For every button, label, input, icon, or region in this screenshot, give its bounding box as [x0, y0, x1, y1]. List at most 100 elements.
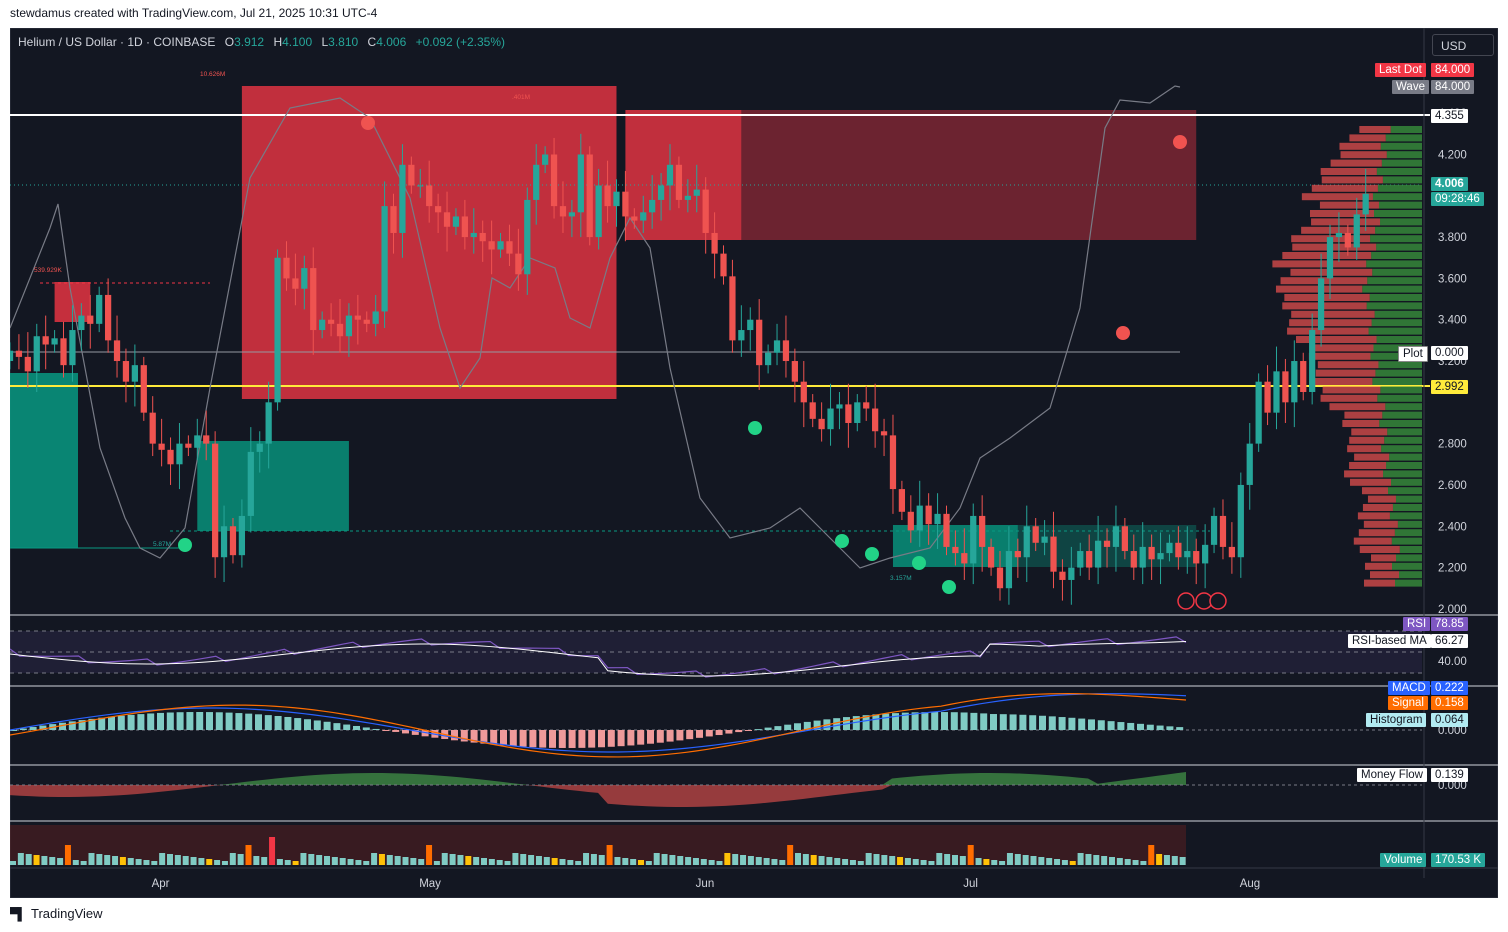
volume-bar	[520, 854, 527, 865]
rsi-value: 78.85	[1431, 617, 1468, 631]
candle-body	[1202, 544, 1209, 564]
candle-body	[880, 431, 888, 436]
volume-bar	[316, 855, 323, 865]
candle-body	[782, 340, 790, 362]
time-tick-label: Apr	[152, 878, 170, 890]
volume-profile-bar-up	[1395, 579, 1422, 587]
candle-body	[1219, 515, 1227, 547]
chart-area[interactable]: 10.626M .401M 539.929K 5.87M 3.157M 40.00 0.0…	[10, 28, 1498, 898]
volume-bar	[151, 861, 158, 865]
volume-profile-bar-up	[1384, 436, 1422, 444]
candle-body	[952, 546, 959, 554]
volume-bar	[88, 853, 95, 865]
money-flow-negative-area	[10, 785, 1186, 807]
volume-profile-bar-down	[1358, 529, 1395, 537]
candle-body	[657, 185, 665, 200]
volume-profile-bar-up	[1385, 403, 1422, 411]
volume-bar	[339, 858, 346, 865]
macd-histogram-bar	[480, 730, 488, 744]
volume-profile-bar-up	[1377, 184, 1422, 192]
candle-body	[354, 315, 361, 320]
macd-histogram-bar	[323, 721, 331, 730]
macd-histogram-bar	[411, 730, 419, 735]
candle-body	[675, 164, 683, 200]
candle-body	[372, 311, 379, 324]
volume-profile-bar-down	[1313, 378, 1373, 385]
candle-body	[185, 443, 192, 448]
volume-bar	[653, 853, 660, 865]
plot-value: 0.000	[1431, 346, 1468, 360]
high-value: 4.100	[282, 35, 313, 49]
volume-annotation: .401M	[512, 94, 530, 101]
candle-body	[1210, 515, 1218, 545]
macd-histogram-bar	[784, 724, 792, 730]
macd-histogram-bar	[1068, 717, 1076, 730]
candle-body	[1335, 232, 1343, 238]
candle-body	[1077, 551, 1084, 568]
volume-bar	[410, 858, 417, 865]
volume-bar	[441, 853, 448, 865]
volume-profile-bar-up	[1391, 478, 1422, 486]
macd-zero-label: 0.000	[1438, 725, 1467, 737]
volume-bar	[983, 859, 990, 865]
volume-profile-bar-up	[1372, 378, 1422, 385]
candle-body	[711, 232, 718, 254]
macd-histogram-bar	[372, 728, 380, 730]
macd-histogram-bar	[127, 714, 135, 730]
macd-histogram-bar	[137, 714, 145, 730]
candle-body	[515, 253, 522, 275]
time-tick-label: May	[419, 878, 441, 890]
candle-body	[1344, 232, 1351, 248]
macd-histogram-bar	[862, 715, 870, 730]
volume-profile-bar-down	[1272, 260, 1367, 268]
volume-bar	[104, 855, 111, 865]
macd-histogram-bar	[1088, 719, 1095, 730]
low-value: 3.810	[328, 35, 359, 49]
macd-histogram-bar	[284, 716, 292, 730]
symbol-legend[interactable]: Helium / US Dollar · 1D · COINBASE O3.91…	[18, 35, 505, 49]
volume-bar	[638, 860, 644, 865]
volume-bar	[221, 861, 228, 865]
volume-bar	[920, 860, 927, 865]
price-tick-label: 2.600	[1438, 480, 1467, 492]
volume-profile-bar-up	[1369, 294, 1422, 301]
volume-annotation: 10.626M	[200, 71, 225, 78]
macd-histogram-bar	[990, 714, 997, 730]
candle-body	[818, 418, 825, 430]
volume-profile-bar-up	[1380, 142, 1422, 150]
volume-profile-bar-up	[1368, 327, 1422, 335]
candle-body	[336, 323, 344, 337]
tradingview-brand[interactable]: ▀▌ TradingView	[10, 906, 103, 921]
macd-histogram-bar	[10, 730, 17, 731]
candle-body	[256, 443, 263, 452]
volume-profile-bar-up	[1370, 235, 1422, 243]
volume-profile-bar-up	[1392, 562, 1422, 570]
volume-bar	[685, 857, 692, 865]
volume-bar	[849, 860, 856, 865]
volume-bar	[904, 858, 911, 865]
volume-profile-bar-up	[1380, 386, 1422, 394]
candle-body	[470, 232, 477, 238]
volume-bar	[96, 854, 103, 865]
open-label: O	[224, 35, 235, 49]
volume-profile-bar-down	[1310, 344, 1374, 352]
volume-bar	[826, 857, 833, 865]
volume-profile-bar-down	[1284, 294, 1370, 301]
price-tick-label: 3.800	[1438, 232, 1467, 244]
macd-histogram-bar	[1078, 718, 1086, 730]
macd-histogram-bar	[500, 730, 507, 746]
currency-button[interactable]: USD	[1432, 34, 1494, 56]
volume-bar	[630, 859, 637, 865]
volume-profile-bar-up	[1376, 168, 1422, 175]
candle-body	[1175, 542, 1182, 558]
volume-profile-bar-up	[1366, 302, 1422, 310]
volume-profile-bar-down	[1344, 470, 1384, 478]
macd-histogram-bar	[1156, 725, 1164, 730]
volume-profile-bar-up	[1386, 462, 1422, 469]
macd-histogram-bar	[950, 712, 958, 730]
candle-body	[176, 443, 183, 465]
candle-body	[1246, 443, 1253, 485]
volume-bar	[889, 856, 896, 865]
macd-histogram-bar	[206, 712, 213, 730]
volume-profile-bar-up	[1370, 352, 1422, 360]
